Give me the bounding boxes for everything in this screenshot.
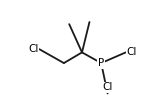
Text: Cl: Cl bbox=[127, 47, 137, 57]
Text: Cl: Cl bbox=[102, 82, 113, 92]
Text: Cl: Cl bbox=[28, 44, 38, 54]
Text: P: P bbox=[98, 58, 104, 68]
